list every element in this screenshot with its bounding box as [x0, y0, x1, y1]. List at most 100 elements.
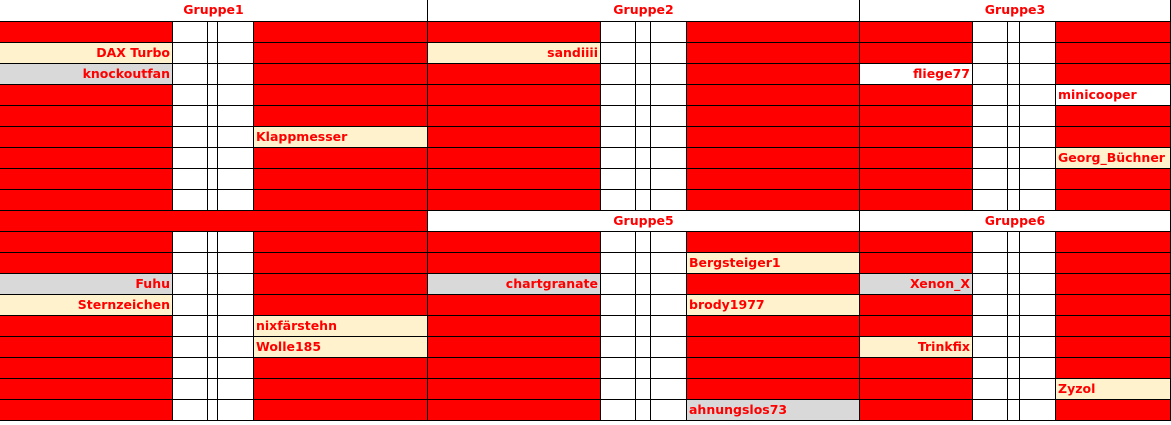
name-cell — [428, 169, 601, 190]
gap-cell — [208, 295, 218, 316]
gap-cell — [636, 295, 651, 316]
player-name: Zyzol — [1056, 379, 1171, 400]
name-cell — [1056, 127, 1171, 148]
score-cell — [973, 337, 1008, 358]
name-cell — [0, 22, 173, 43]
gap-cell — [636, 232, 651, 253]
gap-cell — [208, 316, 218, 337]
score-cell — [218, 274, 254, 295]
gap-cell — [208, 43, 218, 64]
name-cell — [254, 190, 428, 211]
score-cell — [173, 148, 208, 169]
score-cell — [601, 43, 636, 64]
score-cell — [651, 400, 687, 421]
score-cell — [1020, 190, 1056, 211]
score-cell — [218, 358, 254, 379]
score-cell — [1020, 316, 1056, 337]
score-cell — [601, 337, 636, 358]
name-cell — [0, 106, 173, 127]
gap-cell — [1008, 127, 1020, 148]
score-cell — [1020, 337, 1056, 358]
score-cell — [1020, 232, 1056, 253]
name-cell — [1056, 337, 1171, 358]
name-cell — [687, 232, 860, 253]
score-cell — [218, 337, 254, 358]
gap-cell — [208, 148, 218, 169]
gap-cell — [1008, 253, 1020, 274]
score-cell — [651, 358, 687, 379]
gap-cell — [1008, 337, 1020, 358]
name-cell — [1056, 253, 1171, 274]
gap-cell — [1008, 358, 1020, 379]
gap-cell — [208, 337, 218, 358]
score-cell — [1020, 295, 1056, 316]
gap-cell — [208, 253, 218, 274]
gap-cell — [1008, 106, 1020, 127]
score-cell — [973, 64, 1008, 85]
name-cell — [428, 295, 601, 316]
player-name: brody1977 — [687, 295, 860, 316]
score-cell — [173, 232, 208, 253]
name-cell — [860, 295, 973, 316]
gap-cell — [1008, 85, 1020, 106]
gap-cell — [636, 274, 651, 295]
score-cell — [651, 148, 687, 169]
score-cell — [173, 400, 208, 421]
score-cell — [1020, 85, 1056, 106]
name-cell — [1056, 43, 1171, 64]
score-cell — [218, 400, 254, 421]
name-cell — [687, 85, 860, 106]
name-cell — [1056, 274, 1171, 295]
score-cell — [973, 316, 1008, 337]
score-cell — [1020, 148, 1056, 169]
gap-cell — [636, 64, 651, 85]
gap-cell — [208, 190, 218, 211]
score-cell — [1020, 64, 1056, 85]
name-cell — [254, 358, 428, 379]
name-cell — [428, 232, 601, 253]
name-cell — [1056, 169, 1171, 190]
name-cell — [254, 64, 428, 85]
player-name: chartgranate — [428, 274, 601, 295]
gap-cell — [636, 379, 651, 400]
name-cell — [0, 190, 173, 211]
name-cell — [860, 316, 973, 337]
score-cell — [651, 43, 687, 64]
name-cell — [428, 379, 601, 400]
score-cell — [173, 22, 208, 43]
name-cell — [428, 64, 601, 85]
score-cell — [973, 22, 1008, 43]
name-cell — [254, 400, 428, 421]
name-cell — [428, 400, 601, 421]
gap-cell — [208, 169, 218, 190]
score-cell — [1020, 274, 1056, 295]
score-cell — [218, 127, 254, 148]
player-name: Xenon_X — [860, 274, 973, 295]
name-cell — [1056, 22, 1171, 43]
score-cell — [218, 22, 254, 43]
player-name: knockoutfan — [0, 64, 173, 85]
player-name: fliege77 — [860, 64, 973, 85]
gap-cell — [1008, 148, 1020, 169]
gap-cell — [636, 358, 651, 379]
name-cell — [1056, 400, 1171, 421]
score-cell — [601, 106, 636, 127]
name-cell — [687, 190, 860, 211]
name-cell — [860, 148, 973, 169]
gap-cell — [636, 337, 651, 358]
name-cell — [1056, 106, 1171, 127]
gap-cell — [1008, 22, 1020, 43]
name-cell — [687, 43, 860, 64]
player-name: Sternzeichen — [0, 295, 173, 316]
player-name: Fuhu — [0, 274, 173, 295]
score-cell — [973, 85, 1008, 106]
gap-cell — [636, 127, 651, 148]
score-cell — [973, 232, 1008, 253]
gap-cell — [208, 85, 218, 106]
gap-cell — [636, 253, 651, 274]
score-cell — [1020, 127, 1056, 148]
score-cell — [173, 85, 208, 106]
gap-cell — [1008, 43, 1020, 64]
gap-cell — [636, 400, 651, 421]
name-cell — [428, 337, 601, 358]
